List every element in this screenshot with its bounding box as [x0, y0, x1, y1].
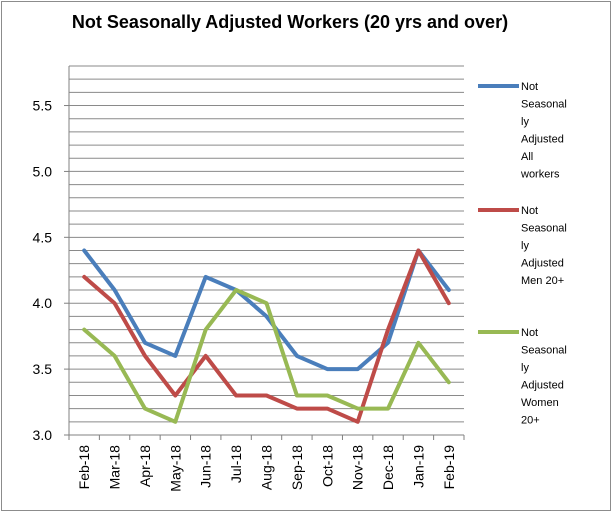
y-tick-label: 4.5	[33, 229, 53, 245]
legend-entry: Not Seasonal ly Adjusted All workers	[478, 81, 567, 181]
series-line	[82, 288, 451, 424]
x-tick-label: Nov-18	[350, 445, 366, 490]
x-tick-label: Jan-19	[410, 445, 426, 488]
x-tick-label: Jun-18	[198, 445, 214, 488]
y-tick-label: 3.0	[33, 427, 53, 443]
y-tick-label: 5.0	[33, 163, 53, 179]
x-tick-label: Feb-19	[441, 445, 457, 490]
x-tick-label: Dec-18	[380, 445, 396, 490]
grid-lines	[69, 65, 464, 423]
x-tick-label: Sep-18	[289, 445, 305, 490]
x-tick-label: Oct-18	[319, 445, 335, 487]
x-tick-label: Feb-18	[76, 445, 92, 490]
axes	[64, 66, 465, 440]
y-tick-label: 5.5	[33, 98, 53, 114]
legend-entry: Not Seasonal ly Adjusted Men 20+	[478, 205, 567, 287]
legend-label: Not Seasonal ly Adjusted Women 20+	[521, 327, 567, 427]
legend-label: Not Seasonal ly Adjusted Men 20+	[521, 205, 567, 287]
series-line	[82, 248, 451, 372]
x-tick-label: May-18	[167, 445, 183, 492]
series-lines	[82, 248, 451, 424]
x-tick-label: Mar-18	[107, 445, 123, 490]
legend-label: Not Seasonal ly Adjusted All workers	[520, 81, 567, 181]
y-tick-labels: 3.0 3.5 4.0 4.5 5.0 5.5	[33, 98, 53, 443]
legend: Not Seasonal ly Adjusted All workers Not Season…	[478, 81, 567, 427]
legend-entry: Not Seasonal ly Adjusted Women 20+	[478, 327, 567, 427]
series-line	[82, 248, 451, 424]
y-tick-label: 3.5	[33, 361, 53, 377]
chart-title: Not Seasonally Adjusted Workers (20 yrs …	[71, 12, 509, 32]
y-tick-label: 4.0	[33, 295, 53, 311]
x-tick-labels: Feb-18 Mar-18 Apr-18 May-18 Jun-18 Jul-18 Aug-…	[76, 445, 457, 492]
x-tick-label: Jul-18	[228, 445, 244, 483]
x-tick-label: Aug-18	[259, 445, 275, 490]
x-tick-label: Apr-18	[137, 445, 153, 487]
